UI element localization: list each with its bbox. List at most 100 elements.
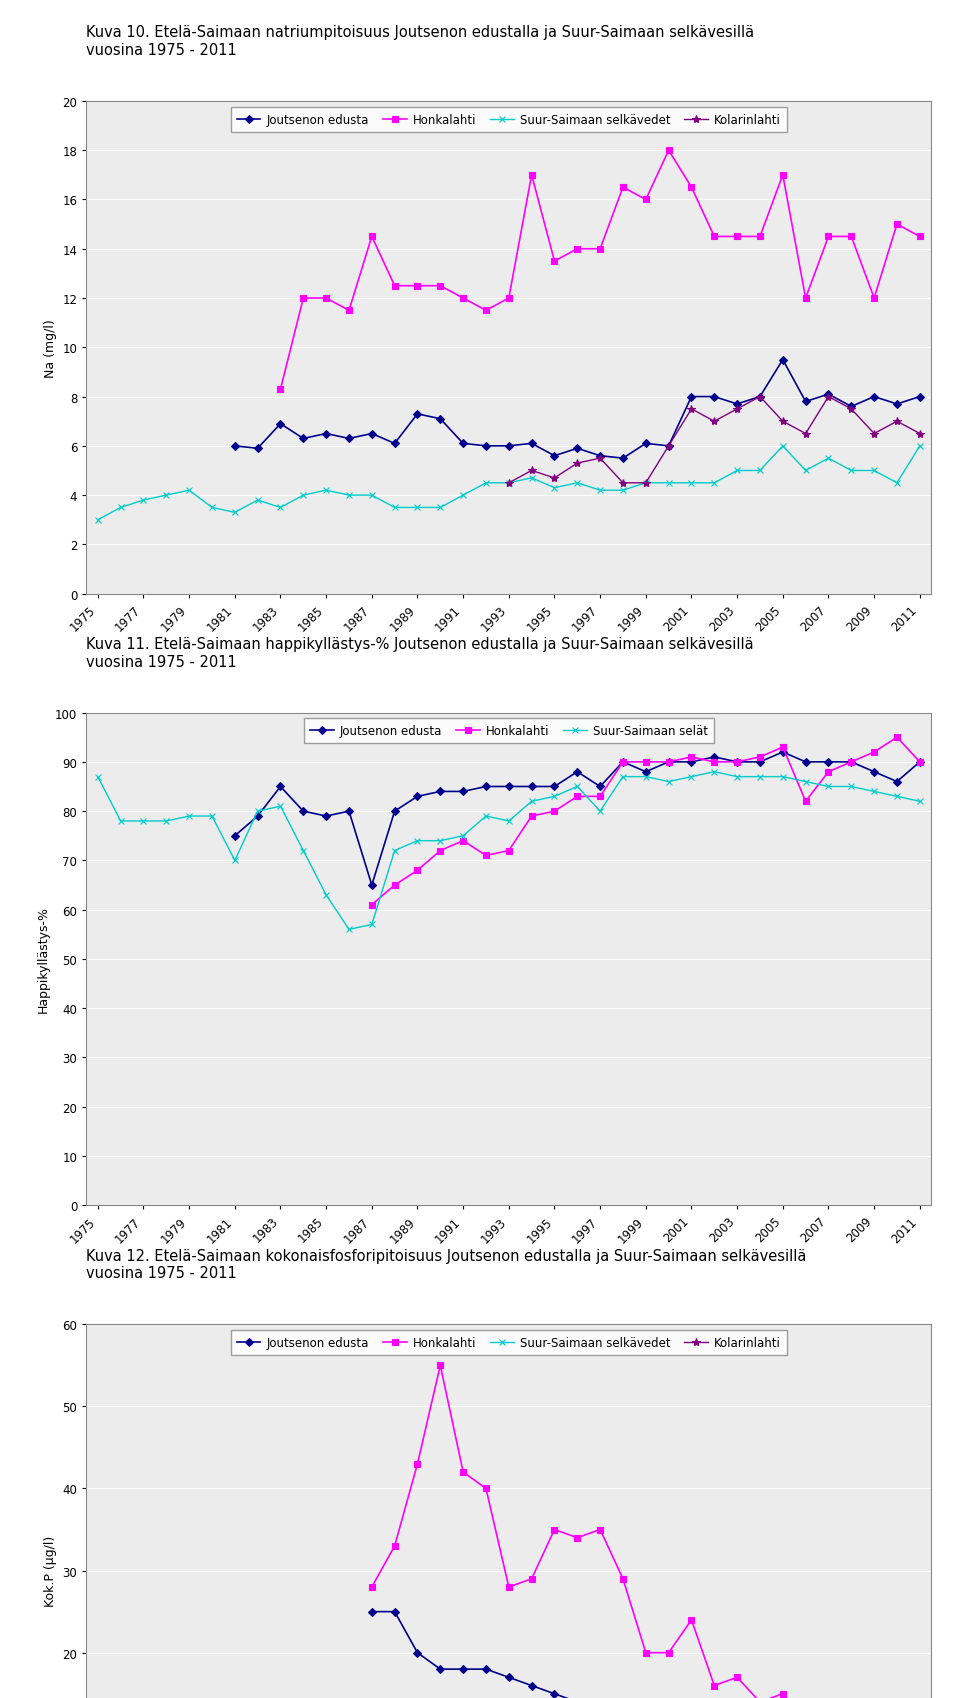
Line: Honkalahti: Honkalahti (369, 735, 923, 908)
Joutsenon edusta (708, 387, 720, 408)
Y-axis label: Na (mg/l): Na (mg/l) (44, 319, 57, 377)
Joutsenon edusta (549, 447, 561, 467)
Suur-Saimaan selät (183, 807, 195, 827)
Kolarinlahti (891, 413, 902, 433)
Suur-Saimaan selät (275, 796, 286, 817)
Honkalahti (800, 791, 811, 812)
Joutsenon edusta (549, 1684, 561, 1698)
Joutsenon edusta (594, 447, 606, 467)
Suur-Saimaan selät (777, 767, 788, 788)
Honkalahti (732, 752, 743, 773)
Honkalahti (366, 895, 377, 915)
Honkalahti (549, 801, 561, 822)
Legend: Joutsenon edusta, Honkalahti, Suur-Saimaan selkävedet, Kolarinlahti: Joutsenon edusta, Honkalahti, Suur-Saima… (231, 1330, 786, 1355)
Joutsenon edusta (823, 752, 834, 773)
Joutsenon edusta (503, 778, 515, 798)
Joutsenon edusta (252, 438, 263, 458)
Joutsenon edusta (891, 394, 902, 414)
Text: Kuva 11. Etelä-Saimaan happikyllästys-% Joutsenon edustalla ja Suur-Saimaan selk: Kuva 11. Etelä-Saimaan happikyllästys-% … (86, 637, 754, 669)
Suur-Saimaan selät (914, 791, 925, 812)
Joutsenon edusta (503, 1667, 515, 1688)
Suur-Saimaan selät (571, 778, 583, 798)
Joutsenon edusta (823, 385, 834, 406)
Honkalahti (412, 1453, 423, 1474)
Y-axis label: Kok.P (µg/l): Kok.P (µg/l) (44, 1535, 57, 1606)
Suur-Saimaan selkävedet (183, 481, 195, 501)
Suur-Saimaan selkävedet (480, 474, 492, 494)
Joutsenon edusta (457, 435, 468, 455)
Joutsenon edusta (755, 752, 766, 773)
Suur-Saimaan selät (594, 801, 606, 822)
Kolarinlahti (617, 474, 629, 494)
Kolarinlahti (685, 399, 697, 419)
Joutsenon edusta (252, 807, 263, 827)
Honkalahti (708, 1676, 720, 1696)
Honkalahti (366, 228, 377, 248)
Joutsenon edusta (480, 436, 492, 457)
Honkalahti (869, 289, 880, 309)
Line: Joutsenon edusta: Joutsenon edusta (232, 751, 923, 888)
Honkalahti (685, 747, 697, 767)
Joutsenon edusta (298, 801, 309, 822)
Honkalahti (755, 228, 766, 248)
Honkalahti (321, 289, 332, 309)
Suur-Saimaan selkävedet (914, 436, 925, 457)
Suur-Saimaan selät (137, 812, 149, 832)
Line: Honkalahti: Honkalahti (369, 1363, 923, 1698)
Honkalahti (275, 380, 286, 401)
Suur-Saimaan selät (412, 830, 423, 851)
Suur-Saimaan selkävedet (640, 474, 652, 494)
Honkalahti (503, 1577, 515, 1598)
Honkalahti (732, 228, 743, 248)
Joutsenon edusta (685, 1691, 697, 1698)
Line: Suur-Saimaan selät: Suur-Saimaan selät (94, 769, 924, 934)
Suur-Saimaan selkävedet (617, 481, 629, 501)
Suur-Saimaan selkävedet (755, 462, 766, 482)
Joutsenon edusta (685, 752, 697, 773)
Joutsenon edusta (800, 752, 811, 773)
Kolarinlahti (777, 413, 788, 433)
Suur-Saimaan selät (206, 807, 218, 827)
Kolarinlahti (708, 413, 720, 433)
Honkalahti (526, 1569, 538, 1589)
Suur-Saimaan selät (160, 812, 172, 832)
Honkalahti (457, 289, 468, 309)
Kolarinlahti (549, 469, 561, 489)
Honkalahti (526, 807, 538, 827)
Honkalahti (412, 277, 423, 297)
Suur-Saimaan selät (617, 767, 629, 788)
Kolarinlahti (755, 387, 766, 408)
Joutsenon edusta (412, 1642, 423, 1662)
Joutsenon edusta (732, 752, 743, 773)
Line: Suur-Saimaan selkävedet: Suur-Saimaan selkävedet (94, 443, 924, 525)
Suur-Saimaan selkävedet (891, 474, 902, 494)
Suur-Saimaan selkävedet (412, 498, 423, 518)
Joutsenon edusta (777, 742, 788, 762)
Line: Joutsenon edusta: Joutsenon edusta (232, 358, 923, 462)
Honkalahti (457, 1462, 468, 1482)
Joutsenon edusta (685, 387, 697, 408)
Y-axis label: Happikyllästys-%: Happikyllästys-% (36, 907, 50, 1012)
Suur-Saimaan selkävedet (275, 498, 286, 518)
Joutsenon edusta (229, 827, 241, 847)
Suur-Saimaan selkävedet (321, 481, 332, 501)
Joutsenon edusta (755, 387, 766, 408)
Suur-Saimaan selät (92, 767, 104, 788)
Suur-Saimaan selät (457, 827, 468, 847)
Honkalahti (389, 876, 400, 897)
Honkalahti (755, 747, 766, 767)
Kolarinlahti (640, 474, 652, 494)
Honkalahti (571, 786, 583, 807)
Kolarinlahti (823, 387, 834, 408)
Honkalahti (480, 301, 492, 321)
Suur-Saimaan selkävedet (457, 486, 468, 506)
Joutsenon edusta (777, 350, 788, 370)
Honkalahti (435, 841, 446, 861)
Joutsenon edusta (480, 1659, 492, 1679)
Suur-Saimaan selkävedet (503, 474, 515, 494)
Kolarinlahti (846, 399, 857, 419)
Suur-Saimaan selät (298, 841, 309, 861)
Suur-Saimaan selkävedet (549, 479, 561, 499)
Honkalahti (366, 1577, 377, 1598)
Suur-Saimaan selkävedet (137, 491, 149, 511)
